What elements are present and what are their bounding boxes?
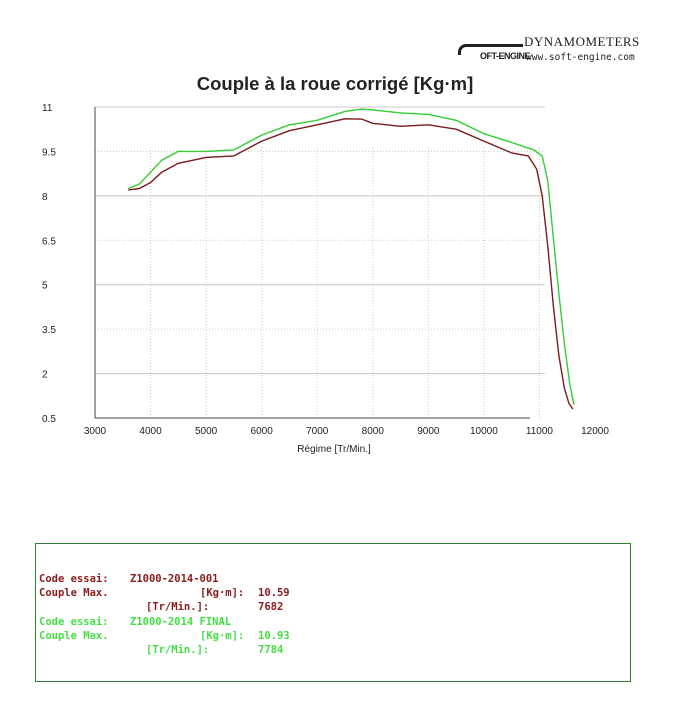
x-tick-label: 6000 xyxy=(251,426,274,437)
run2-code-label: Code essai: xyxy=(39,616,109,628)
x-tick-label: 3000 xyxy=(84,426,107,437)
y-tick-label: 5 xyxy=(42,281,48,292)
series-line-2 xyxy=(128,108,575,405)
run2-code-value: Z1000-2014 FINAL xyxy=(130,616,232,628)
torque-chart: Couple à la roue corrigé [Kg·m] 3000 4000… xyxy=(42,73,609,455)
run1-couple-value: 10.59 xyxy=(258,587,290,599)
x-axis-label: Régime [Tr/Min.] xyxy=(297,444,371,455)
chart-axes xyxy=(94,107,530,419)
run1-code-label: Code essai: xyxy=(39,573,109,585)
run2-rpm-value: 7784 xyxy=(258,644,284,656)
data-series xyxy=(128,108,575,410)
x-tick-label: 9000 xyxy=(417,426,440,437)
logo-brand-text: DYNAMOMETERS xyxy=(524,34,640,49)
x-tick-label: 7000 xyxy=(306,426,329,437)
grid-lines xyxy=(95,106,545,418)
soft-engine-logo: DYNAMOMETERS OFT-ENGINE www.soft-engine.… xyxy=(456,34,666,70)
run1-rpm-value: 7682 xyxy=(258,601,284,613)
logo-swoosh-icon xyxy=(458,44,523,55)
run2-couple-unit: [Kg·m]: xyxy=(200,630,245,642)
y-tick-label: 6.5 xyxy=(42,236,56,247)
run2-rpm-unit: [Tr/Min.]: xyxy=(146,644,210,656)
y-tick-labels: 0.5 2 3.5 5 6.5 8 9.5 11 xyxy=(42,103,56,425)
results-panel: Code essai: Z1000-2014-001 Couple Max. [… xyxy=(35,543,631,682)
x-tick-label: 10000 xyxy=(470,426,498,437)
run1-couple-unit: [Kg·m]: xyxy=(200,587,245,599)
y-tick-label: 2 xyxy=(42,370,48,381)
run2-couple-label: Couple Max. xyxy=(39,630,109,642)
x-tick-label: 4000 xyxy=(139,426,162,437)
x-tick-label: 5000 xyxy=(195,426,218,437)
y-tick-label: 9.5 xyxy=(42,147,56,158)
y-tick-label: 8 xyxy=(42,192,48,203)
x-tick-label: 11000 xyxy=(526,426,554,437)
y-tick-label: 3.5 xyxy=(42,325,56,336)
run2-couple-value: 10.93 xyxy=(258,630,290,642)
series-line-1 xyxy=(128,118,574,410)
run1-rpm-unit: [Tr/Min.]: xyxy=(146,601,210,613)
x-tick-labels: 3000 4000 5000 6000 7000 8000 9000 10000 11000 12… xyxy=(84,426,609,437)
logo-url-text: www.soft-engine.com xyxy=(526,52,635,63)
run1-couple-label: Couple Max. xyxy=(39,587,109,599)
chart-title: Couple à la roue corrigé [Kg·m] xyxy=(197,73,474,94)
x-tick-label: 8000 xyxy=(362,426,385,437)
run1-code-value: Z1000-2014-001 xyxy=(130,573,219,585)
y-tick-label: 0.5 xyxy=(42,414,56,425)
y-tick-label: 11 xyxy=(42,103,53,114)
x-tick-label: 12000 xyxy=(581,426,609,437)
logo-mark-text: OFT-ENGINE xyxy=(480,51,531,61)
